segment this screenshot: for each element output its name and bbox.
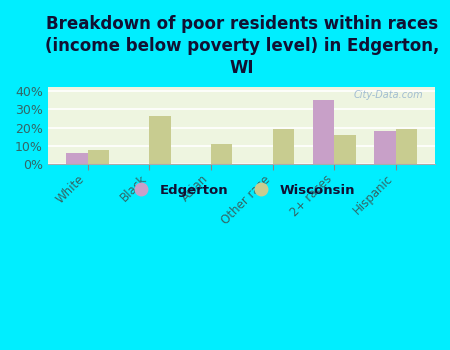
Legend: Edgerton, Wisconsin: Edgerton, Wisconsin	[123, 179, 360, 202]
Bar	[313, 100, 334, 164]
Bar	[149, 116, 171, 164]
Bar	[374, 131, 396, 164]
Bar	[396, 130, 418, 164]
Title: Breakdown of poor residents within races
(income below poverty level) in Edgerto: Breakdown of poor residents within races…	[45, 15, 439, 77]
Bar	[88, 149, 109, 164]
Text: City-Data.com: City-Data.com	[354, 90, 423, 100]
Bar	[273, 128, 294, 164]
Bar	[66, 153, 88, 164]
Bar	[334, 135, 356, 164]
Bar	[211, 144, 233, 164]
